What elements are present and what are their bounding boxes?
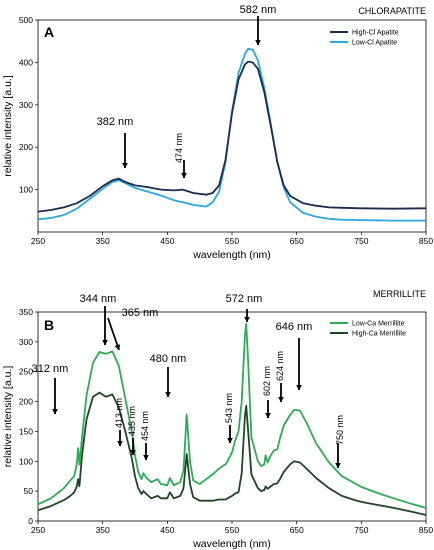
- peak-annotation: 474 nm: [174, 133, 184, 163]
- series-line-high-ca-merrillite: [37, 391, 427, 516]
- y-tick-label: 350: [19, 307, 33, 317]
- chart-panel-b: 250 350 450 550 650 750 850 0 50 100 150 200 250 300 3…: [2, 289, 433, 550]
- peak-annotation: 382 nm: [97, 116, 134, 128]
- peak-annotation: 480 nm: [150, 353, 187, 365]
- x-tick-label: 250: [31, 525, 45, 535]
- y-tick-label: 200: [19, 397, 33, 407]
- y-tick-label: 0: [28, 516, 33, 526]
- panel-letter: B: [44, 317, 54, 333]
- x-tick-label: 850: [419, 236, 433, 246]
- x-tick-label: 650: [290, 236, 304, 246]
- x-tick-label: 550: [225, 236, 239, 246]
- peak-annotation: 750 nm: [335, 415, 345, 445]
- peak-annotation: 435 nm: [127, 406, 137, 436]
- y-tick-label: 250: [19, 367, 33, 377]
- legend-entry: High-Ca Merrillite: [352, 331, 406, 338]
- x-tick-label: 750: [354, 525, 368, 535]
- x-tick-label: 350: [96, 525, 110, 535]
- peak-annotation: 413 nm: [114, 398, 124, 428]
- peak-annotation: 543 nm: [224, 393, 234, 423]
- panel-title: CHLORAPATITE: [358, 6, 426, 16]
- peak-annotation: 624 nm: [275, 351, 285, 381]
- peak-annotation: 602 nm: [262, 366, 272, 396]
- y-tick-label: 300: [19, 337, 33, 347]
- peak-annotation: 344 nm: [80, 293, 117, 305]
- y-axis-label: relative intensity [a.u.]: [2, 75, 14, 177]
- x-tick-label: 450: [160, 525, 174, 535]
- peak-arrow: [107, 317, 121, 351]
- x-axis-label: wavelength (nm): [192, 538, 271, 550]
- y-tick-label: 150: [19, 426, 33, 436]
- chart-panel-a: 250 350 450 550 650 750 850 100 200 300 400 500 wave…: [2, 4, 433, 261]
- x-tick-label: 750: [354, 236, 368, 246]
- y-tick-label: 100: [19, 456, 33, 466]
- x-tick-label: 450: [160, 236, 174, 246]
- y-tick-label: 200: [19, 142, 33, 152]
- peak-annotation: 582 nm: [240, 4, 277, 16]
- y-tick-label: 500: [19, 15, 33, 25]
- series-line-low-ca-merrillite: [37, 323, 427, 509]
- y-tick-label: 50: [24, 486, 34, 496]
- x-tick-label: 650: [290, 525, 304, 535]
- legend-entry: Low-Cl Apatite: [352, 40, 397, 47]
- x-tick-label: 250: [31, 236, 45, 246]
- legend-entry: Low-Ca Merrillite: [352, 321, 405, 328]
- peak-annotation: 454 nm: [140, 411, 150, 441]
- x-tick-label: 850: [419, 525, 433, 535]
- y-axis-label: relative intensity [a.u.]: [2, 366, 14, 468]
- peak-annotation: 312 nm: [32, 363, 69, 375]
- peak-annotation: 646 nm: [276, 321, 313, 333]
- series-line-low-cl-apatite: [37, 47, 426, 222]
- peak-annotation: 572 nm: [226, 293, 263, 305]
- y-tick-label: 100: [19, 185, 33, 195]
- y-tick-label: 300: [19, 100, 33, 110]
- x-tick-label: 350: [96, 236, 110, 246]
- peak-annotation: 365 nm: [122, 307, 159, 319]
- series-line-high-cl-apatite: [37, 60, 427, 213]
- panel-title: MERRILLITE: [373, 289, 426, 299]
- panel-letter: A: [44, 24, 54, 40]
- legend-entry: High-Cl Apatite: [352, 30, 399, 37]
- x-tick-label: 550: [225, 525, 239, 535]
- x-axis-label: wavelength (nm): [192, 249, 271, 261]
- y-tick-label: 400: [19, 57, 33, 67]
